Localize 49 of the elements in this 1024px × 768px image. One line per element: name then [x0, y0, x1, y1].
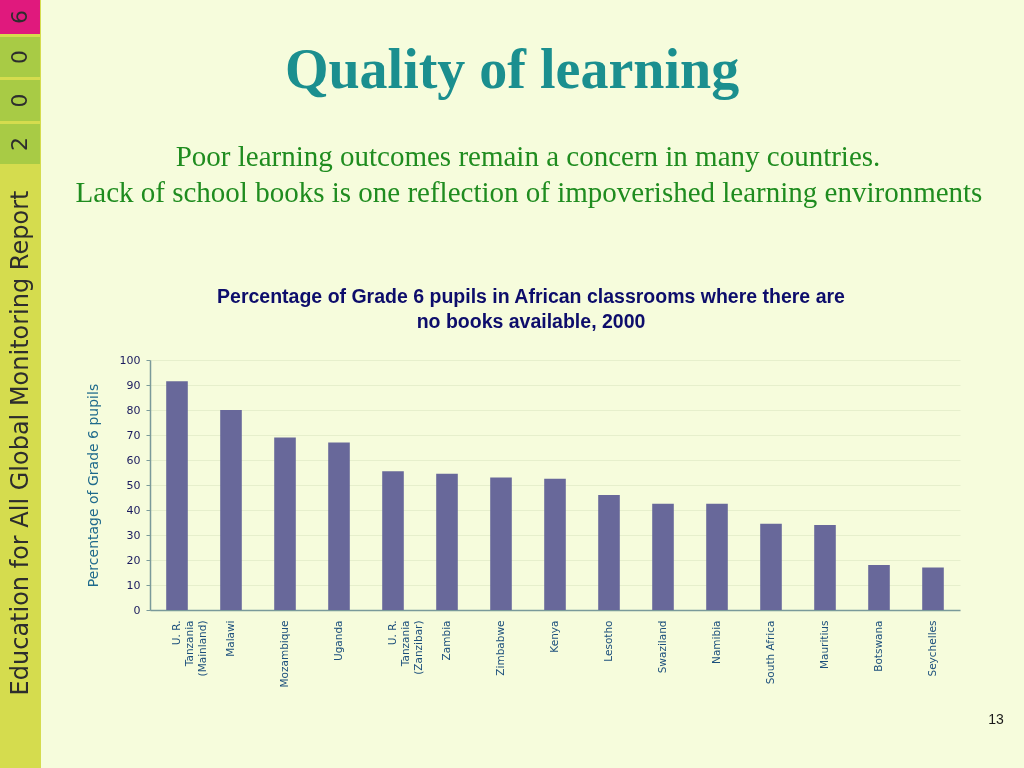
- bar: [760, 523, 782, 610]
- y-tick-label: 90: [126, 378, 141, 392]
- bar: [220, 410, 242, 610]
- x-tick-label: South Africa: [764, 620, 776, 685]
- bar: [382, 471, 404, 610]
- bar: [436, 473, 458, 610]
- bar: [328, 442, 350, 610]
- chart-title: Percentage of Grade 6 pupils in African classrooms where there are no books available, 2000: [217, 285, 846, 332]
- bar: [652, 503, 674, 610]
- x-tick-label: U. R. Tanzania (Mainland): [170, 620, 208, 677]
- y-tick-label: 40: [126, 503, 141, 517]
- bar: [490, 477, 512, 610]
- bar: [598, 495, 620, 610]
- x-tick-label: Zambia: [440, 620, 452, 661]
- x-tick-label: Zimbabwe: [494, 620, 506, 676]
- bar: [274, 437, 296, 610]
- bar: [166, 381, 188, 610]
- y-tick-label: 50: [126, 478, 141, 492]
- x-tick-label: Namibia: [710, 620, 722, 664]
- x-tick-label: Mauritius: [818, 620, 830, 670]
- x-tick-label: Swaziland: [656, 620, 668, 674]
- x-tick-label: Seychelles: [926, 620, 938, 677]
- y-tick-label: 80: [126, 403, 141, 417]
- x-tick-label: Kenya: [548, 620, 560, 653]
- y-tick-label: 20: [126, 553, 141, 567]
- x-tick-label: Botswana: [872, 620, 884, 672]
- bar: [922, 567, 944, 610]
- bar: [706, 503, 728, 610]
- bar: [868, 565, 890, 610]
- x-tick-label: Uganda: [332, 620, 344, 662]
- bar: [544, 478, 566, 610]
- y-tick-label: 0: [133, 603, 141, 617]
- y-tick-label: 30: [126, 528, 141, 542]
- y-tick-label: 70: [126, 428, 141, 442]
- x-tick-label: Mozambique: [278, 620, 290, 688]
- x-tick-label: Malawi: [224, 620, 236, 657]
- text: Lack of school books is one reflection of impoverished learning environments: [75, 176, 983, 208]
- text: Poor learning outcomes remain a concern in many countries.: [175, 140, 881, 172]
- text: Education for All Global Monitoring Report: [6, 190, 34, 696]
- bar: [814, 525, 836, 610]
- text: Quality of learning: [284, 38, 740, 100]
- x-tick-label: U. R. Tanzania (Zanzibar): [386, 620, 424, 675]
- x-tick-label: Lesotho: [602, 620, 614, 662]
- text: 2006: [7, 10, 32, 151]
- y-tick-label: 10: [126, 578, 141, 592]
- text: 13: [988, 711, 1004, 727]
- y-axis-title: Percentage of Grade 6 pupils: [84, 383, 101, 588]
- y-tick-label: 60: [126, 453, 141, 467]
- y-tick-label: 100: [119, 353, 141, 367]
